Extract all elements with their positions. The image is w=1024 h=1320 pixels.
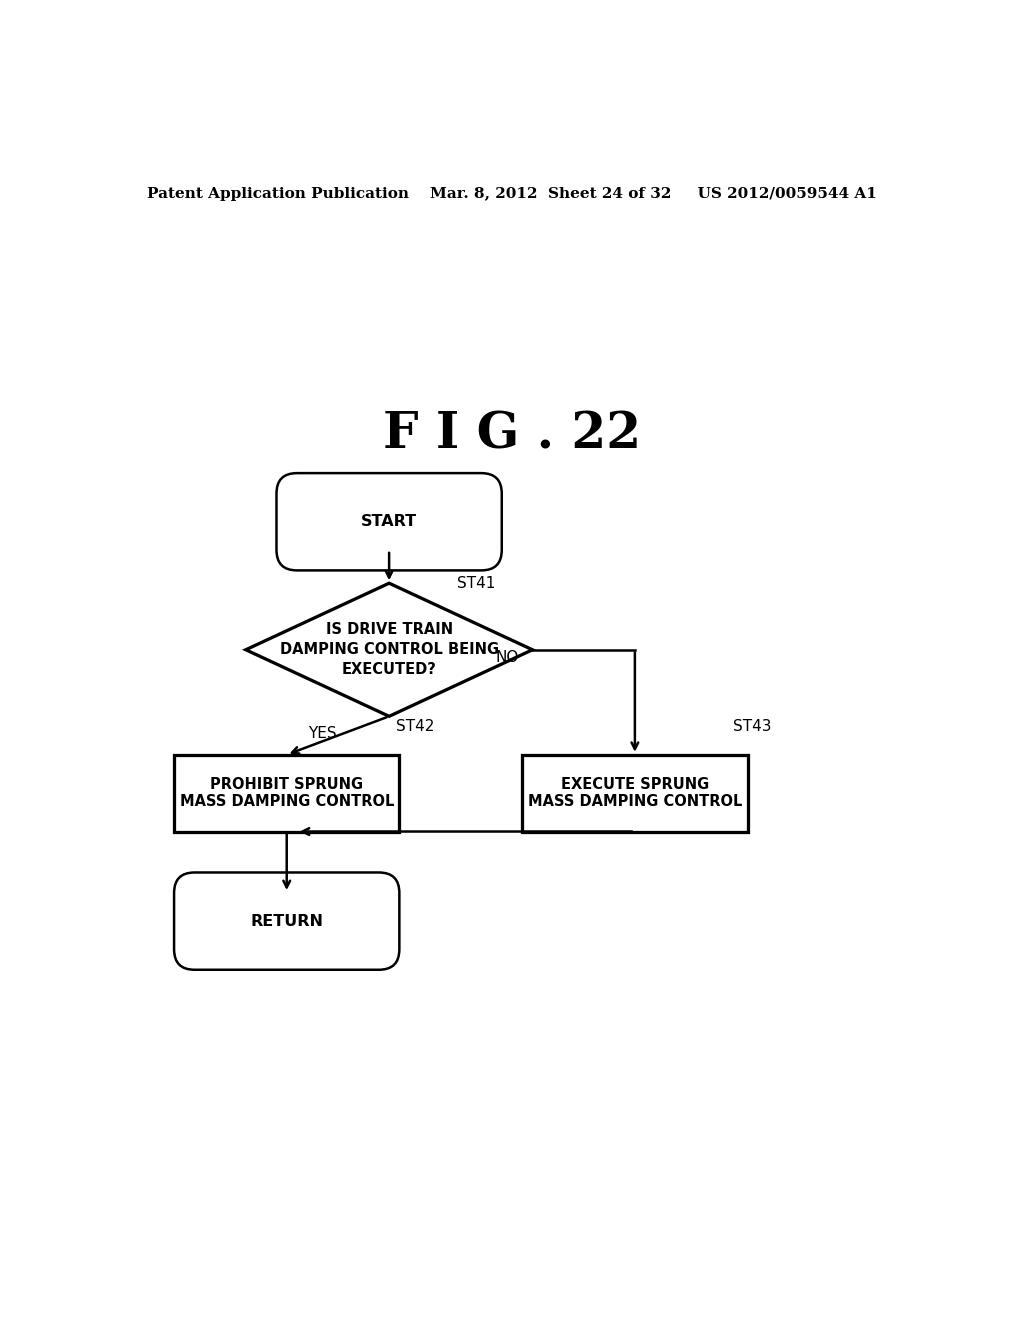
Text: Patent Application Publication    Mar. 8, 2012  Sheet 24 of 32     US 2012/00595: Patent Application Publication Mar. 8, 2…: [147, 187, 877, 201]
Text: F I G . 22: F I G . 22: [383, 411, 641, 459]
Text: ST41: ST41: [457, 576, 496, 591]
Text: RETURN: RETURN: [250, 913, 324, 929]
FancyBboxPatch shape: [276, 473, 502, 570]
Text: YES: YES: [308, 726, 337, 742]
Text: ST42: ST42: [395, 719, 434, 734]
Text: START: START: [361, 515, 417, 529]
Text: NO: NO: [496, 651, 518, 665]
FancyBboxPatch shape: [174, 873, 399, 970]
Text: IS DRIVE TRAIN
DAMPING CONTROL BEING
EXECUTED?: IS DRIVE TRAIN DAMPING CONTROL BEING EXE…: [280, 623, 499, 677]
Polygon shape: [246, 583, 532, 717]
Text: EXECUTE SPRUNG
MASS DAMPING CONTROL: EXECUTE SPRUNG MASS DAMPING CONTROL: [527, 777, 742, 809]
Text: PROHIBIT SPRUNG
MASS DAMPING CONTROL: PROHIBIT SPRUNG MASS DAMPING CONTROL: [179, 777, 394, 809]
Bar: [174, 755, 399, 832]
Bar: [522, 755, 748, 832]
Text: ST43: ST43: [733, 719, 772, 734]
